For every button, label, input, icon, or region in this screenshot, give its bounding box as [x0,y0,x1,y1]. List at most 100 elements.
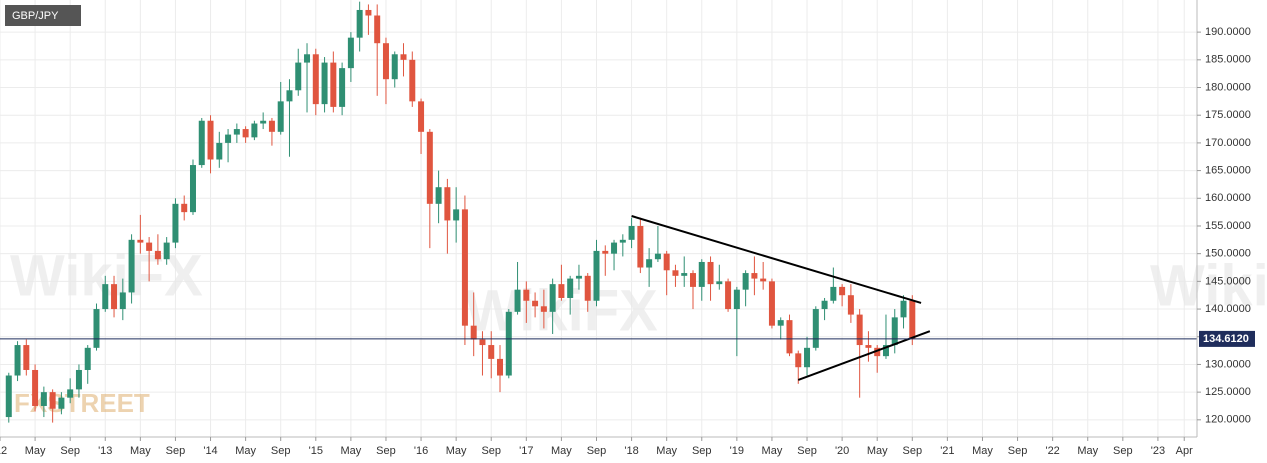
candle-body [593,250,600,301]
candle-body [75,369,82,390]
candle-body [611,242,618,254]
candle-body [260,120,267,124]
x-tick-label: May [25,445,46,457]
candle-body [681,273,688,276]
candle-body [733,289,740,310]
candle-body [839,286,846,296]
x-tick-label: '12 [0,445,7,457]
x-tick-label: Sep [797,445,817,457]
candle-body [137,239,144,243]
candle-body [233,129,240,135]
y-tick-label: 160.0000 [1205,192,1251,204]
candle-body [786,320,793,354]
candle-body [707,261,714,285]
candle-body [479,339,486,346]
candle-body [768,281,775,326]
candle-body [716,281,723,285]
chart-title: GBP/JPY [12,10,59,22]
candle-body [242,129,249,138]
candle-body [382,43,389,80]
x-tick-label: '16 [414,445,428,457]
candle-body [540,306,547,312]
candle-body [672,270,679,276]
candle-body [532,300,539,307]
candle-body [154,250,161,260]
x-tick-label: May [972,445,993,457]
candle-body [812,309,819,348]
x-tick-label: '20 [835,445,849,457]
candle-body [409,59,416,102]
title-box [5,5,81,26]
y-tick-label: 130.0000 [1205,358,1251,370]
candle-body [304,54,311,63]
candle-body [847,295,854,315]
candle-body [181,203,188,213]
candle-body [251,123,258,138]
x-tick-label: May [656,445,677,457]
candle-body [742,273,749,290]
price-label-box [1199,330,1255,347]
candle-body [523,289,530,301]
candle-body [891,317,898,346]
x-tick-label: May [340,445,361,457]
candle-body [453,209,460,221]
trendline [631,215,922,304]
x-tick-label: Sep [1008,445,1028,457]
x-tick-label: May [235,445,256,457]
candle-body [497,358,504,376]
candle-body [111,284,118,310]
candle-body [646,259,653,268]
x-tick-label: May [130,445,151,457]
candle-body [400,54,407,60]
candle-body [93,309,100,348]
candle-body [146,242,153,251]
candle-body [189,165,196,213]
candle-body [663,253,670,271]
candle-body [435,187,442,204]
candle-body [874,347,881,357]
candle-body [795,353,802,368]
candle-body [830,286,837,301]
candle-body [14,345,21,376]
candle-body [567,278,574,298]
candle-body [84,347,91,370]
candle-body [654,253,661,260]
x-tick-label: '23 [1151,445,1165,457]
candle-body [277,101,284,132]
x-tick-label: Sep [166,445,186,457]
candle-body [426,131,433,204]
y-tick-label: 175.0000 [1205,109,1251,121]
candle-body [865,345,872,348]
x-tick-label: May [446,445,467,457]
candle-body [5,375,12,418]
x-tick-label: '21 [940,445,954,457]
candle-body [312,54,319,105]
candle-body [268,120,275,132]
candle-body [514,289,521,312]
candle-body [804,347,811,368]
x-tick-label: Sep [1113,445,1133,457]
y-tick-label: 155.0000 [1205,220,1251,232]
x-tick-label: Apr [1176,445,1193,457]
price-label: 134.6120 [1203,333,1249,345]
candle-body [584,275,591,301]
x-tick-label: '18 [624,445,638,457]
x-tick-label: May [1077,445,1098,457]
candle-body [751,273,758,279]
grid [0,0,1197,437]
y-tick-label: 185.0000 [1205,54,1251,66]
candle-body [856,314,863,346]
candle-body [558,284,565,298]
candle-body [619,239,626,243]
candle-body [444,187,451,221]
y-tick-label: 145.0000 [1205,275,1251,287]
x-tick-label: May [762,445,783,457]
candle-body [102,284,109,310]
y-tick-label: 190.0000 [1205,26,1251,38]
candle-body [909,300,916,339]
candle-body [391,54,398,80]
x-tick-label: Sep [903,445,923,457]
candle-body [172,203,179,243]
candle-body [549,284,556,312]
